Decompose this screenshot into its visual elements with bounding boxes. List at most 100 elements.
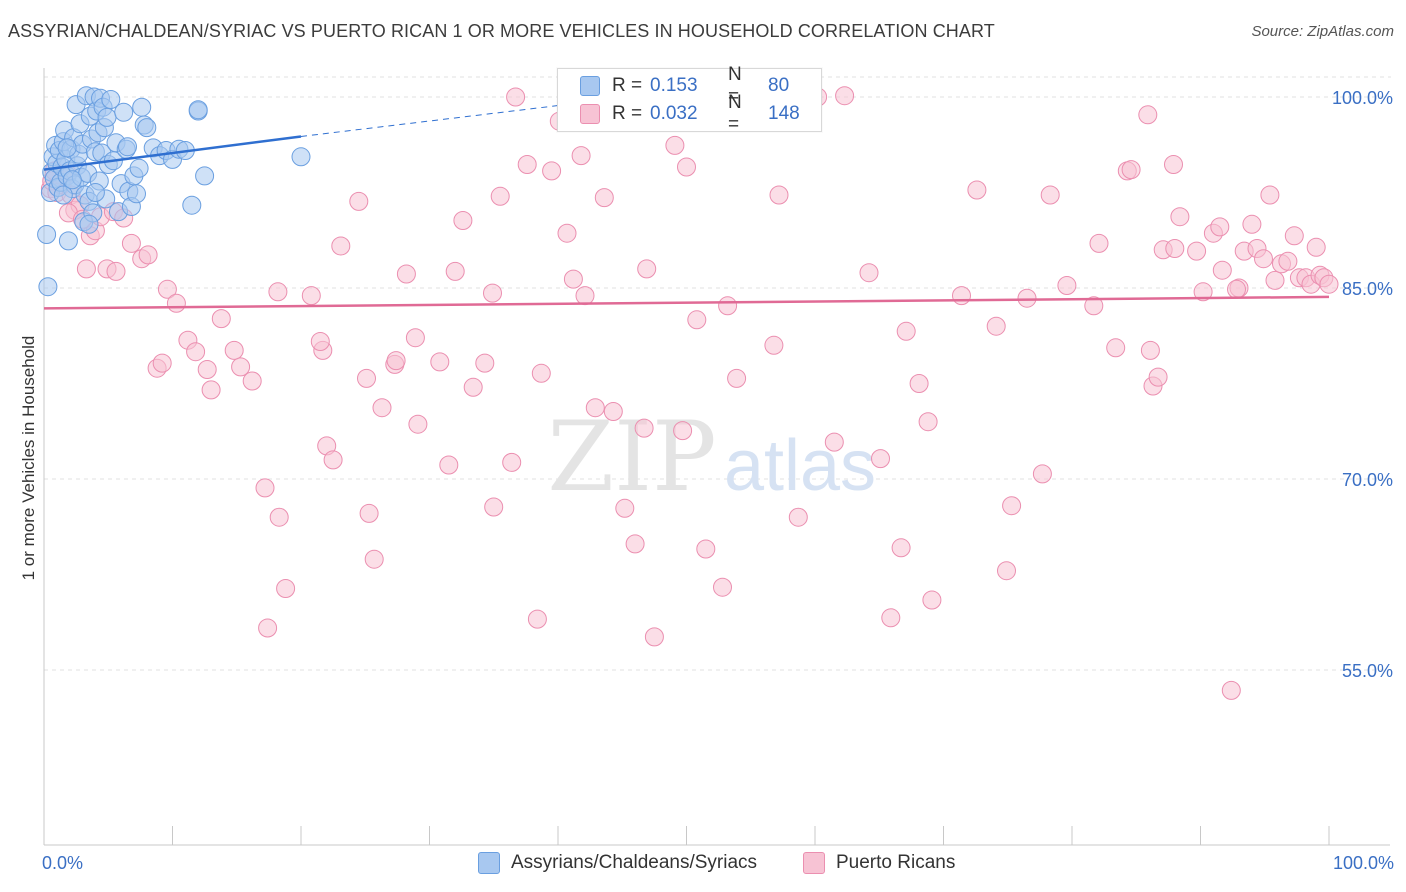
puerto-rican-point <box>430 352 450 372</box>
puerto-rican-point <box>1193 282 1213 302</box>
puerto-rican-point <box>349 191 369 211</box>
puerto-rican-point <box>1221 680 1241 700</box>
legend-swatch-pink <box>803 852 825 874</box>
puerto-rican-point <box>258 618 278 638</box>
puerto-rican-point <box>1148 367 1168 387</box>
puerto-rican-point <box>687 310 707 330</box>
x-tick-label: 0.0% <box>42 853 83 873</box>
puerto-rican-point <box>138 245 158 265</box>
puerto-rican-point <box>896 321 916 341</box>
assyrian-point <box>182 195 202 215</box>
puerto-rican-point <box>76 259 96 279</box>
puerto-rican-point <box>571 146 591 166</box>
puerto-rican-point <box>1057 276 1077 295</box>
puerto-rican-point <box>484 497 504 517</box>
puerto-rican-point <box>331 236 351 256</box>
source-credit: Source: ZipAtlas.com <box>1251 23 1394 40</box>
assyrian-trend-line <box>43 135 302 171</box>
puerto-rican-point <box>1089 233 1109 253</box>
puerto-rican-point <box>1106 338 1126 358</box>
puerto-rican-point <box>594 188 614 208</box>
puerto-rican-point <box>557 223 577 243</box>
puerto-rican-point <box>1306 237 1326 257</box>
puerto-rican-point <box>727 368 747 388</box>
puerto-rican-point <box>364 549 384 569</box>
puerto-rican-point <box>463 377 483 397</box>
puerto-rican-point <box>483 283 502 303</box>
legend-row-puerto-rican: R = 0.032 N = 148 <box>558 92 800 135</box>
assyrian-point <box>132 97 152 117</box>
puerto-rican-point <box>625 534 645 554</box>
puerto-rican-point <box>871 449 890 469</box>
puerto-rican-point <box>506 87 526 107</box>
puerto-rican-point <box>1212 260 1232 280</box>
puerto-rican-point <box>357 368 376 388</box>
r-value: 0.153 <box>650 75 698 96</box>
puerto-rican-point <box>1278 251 1298 271</box>
puerto-rican-point <box>502 452 522 472</box>
puerto-rican-point <box>1260 185 1280 205</box>
axes <box>43 68 1390 846</box>
puerto-rican-point <box>408 414 428 434</box>
x-tick-label: 100.0% <box>1333 853 1394 873</box>
puerto-rican-point <box>490 186 510 206</box>
chart-title: ASSYRIAN/CHALDEAN/SYRIAC VS PUERTO RICAN… <box>8 21 995 41</box>
puerto-rican-point <box>386 351 406 371</box>
puerto-rican-point <box>1284 226 1304 246</box>
puerto-rican-point <box>439 455 459 475</box>
puerto-rican-point <box>1242 214 1262 234</box>
puerto-rican-point <box>542 161 562 181</box>
legend-row-assyrian: R = 0.153 N = 80 <box>558 64 789 107</box>
puerto-rican-point <box>859 263 879 283</box>
puerto-rican-point <box>881 608 901 628</box>
puerto-rican-point <box>1170 207 1190 227</box>
assyrian-point <box>195 166 215 186</box>
puerto-rican-point <box>310 332 330 351</box>
puerto-rican-point <box>718 296 738 316</box>
puerto-rican-point <box>563 269 583 289</box>
assyrian-point <box>188 100 208 120</box>
puerto-rican-point <box>922 590 942 610</box>
tick-labels: 100.0% 85.0% 70.0% 55.0% 0.0% 100.0% <box>42 88 1394 873</box>
puerto-rican-point <box>1138 105 1158 125</box>
puerto-rican-point <box>197 360 217 379</box>
puerto-rican-point <box>1164 155 1183 174</box>
puerto-rican-point <box>1227 279 1246 299</box>
puerto-rican-point <box>276 579 296 598</box>
puerto-rican-point <box>106 261 126 281</box>
puerto-rican-point <box>1319 274 1339 294</box>
puerto-rican-point <box>527 609 547 629</box>
puerto-rican-point <box>445 261 465 281</box>
puerto-rican-point <box>531 363 551 383</box>
bottom-legend-assyrian: Assyrians/Chaldeans/Syriacs <box>478 852 757 874</box>
puerto-rican-point <box>396 264 416 284</box>
puerto-rican-point <box>121 233 141 253</box>
n-label: N = <box>728 64 742 107</box>
watermark-atlas: atlas <box>724 426 876 506</box>
puerto-rican-point <box>211 309 231 329</box>
assyrian-point <box>129 158 149 178</box>
puerto-rican-point <box>453 211 473 230</box>
puerto-rican-point <box>615 498 635 518</box>
puerto-rican-point <box>1017 288 1037 308</box>
legend-label: Assyrians/Chaldeans/Syriacs <box>511 852 758 873</box>
puerto-rican-point <box>1165 239 1185 258</box>
stats-legend: R = 0.153 N = 80 R = 0.032 N = 148 <box>557 64 822 135</box>
puerto-rican-point <box>909 374 929 393</box>
puerto-rican-point <box>696 539 716 559</box>
y-tick-label: 70.0% <box>1342 470 1393 490</box>
puerto-rican-point <box>157 279 177 299</box>
assyrian-point <box>85 183 105 202</box>
y-axis-label: 1 or more Vehicles in Household <box>19 336 38 581</box>
puerto-rican-point <box>764 335 784 355</box>
puerto-rican-point <box>1254 249 1273 269</box>
puerto-rican-point <box>152 353 172 373</box>
assyrian-point <box>118 137 137 157</box>
puerto-rican-point <box>575 286 595 306</box>
puerto-rican-point <box>585 398 605 418</box>
assyrian-point <box>127 184 146 204</box>
watermark-zip: ZIP <box>547 401 716 513</box>
puerto-rican-points <box>40 86 1339 700</box>
puerto-rican-point <box>359 503 379 523</box>
assyrian-point <box>101 90 121 109</box>
